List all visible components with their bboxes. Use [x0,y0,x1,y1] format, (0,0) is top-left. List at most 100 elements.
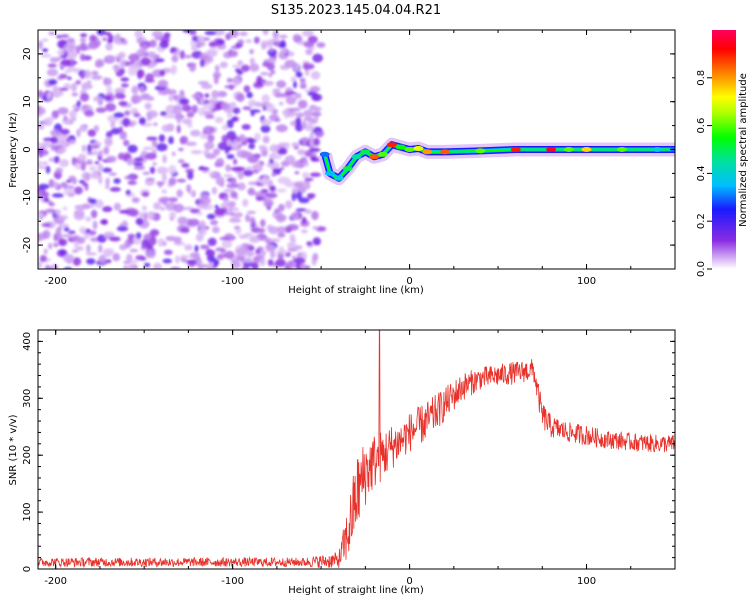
noise-blob [261,79,266,84]
noise-blob [104,31,111,36]
noise-blob [302,136,307,146]
noise-blob [285,95,297,105]
noise-blob [185,259,198,265]
noise-blob [258,228,266,234]
noise-blob [119,131,127,140]
noise-blob [42,161,48,165]
noise-blob [145,73,155,82]
noise-blob [260,40,268,50]
noise-blob [173,203,184,213]
noise-blob [274,208,280,214]
noise-blob [141,243,148,249]
noise-blob [245,214,251,223]
noise-blob [104,138,113,147]
noise-blob [205,114,215,119]
noise-blob [197,35,205,43]
noise-blob [38,160,43,169]
noise-blob [311,157,321,162]
noise-blob [302,172,310,179]
noise-blob [131,94,143,104]
noise-blob [156,143,168,152]
noise-blob [268,73,273,78]
noise-blob [295,117,302,125]
noise-blob [62,233,73,238]
figure-title: S135.2023.145.04.04.R21 [271,3,441,18]
noise-blob [168,177,177,186]
noise-blob [153,262,162,269]
x-tick-label: -100 [221,276,244,287]
noise-blob [48,179,55,188]
noise-blob [56,49,65,56]
noise-blob [133,112,141,118]
noise-blob [178,147,184,152]
noise-blob [199,97,205,105]
noise-blob [48,202,55,207]
noise-blob [113,34,119,45]
snr-x-label: Height of straight line (km) [288,585,424,596]
noise-blob [58,238,68,247]
noise-blob [293,80,297,89]
noise-blob [226,130,237,140]
noise-blob [48,242,53,250]
noise-blob [179,135,189,145]
noise-blob [231,64,241,68]
noise-blob [87,129,97,137]
signal-point [581,147,592,152]
noise-blob [311,111,322,117]
noise-blob [232,107,241,114]
noise-blob [113,112,125,118]
noise-blob [217,142,229,151]
noise-blob [114,87,126,94]
noise-blob [251,262,259,269]
noise-blob [284,109,289,119]
noise-blob [48,157,55,163]
spectrogram-x-axis: -200 -100 0 100 [44,30,676,287]
noise-blob [59,159,69,168]
noise-blob [162,154,167,164]
noise-blob [86,244,91,253]
noise-blob [240,141,248,146]
noise-blob [131,174,138,180]
y-tick-label: 300 [22,389,33,408]
noise-blob [226,183,238,189]
noise-blob [309,131,314,139]
noise-blob [229,101,237,109]
noise-blob [127,264,138,269]
y-tick-label: 0 [22,146,33,152]
noise-blob [93,125,100,133]
x-tick-label: -100 [221,576,244,587]
noise-blob [76,100,81,108]
noise-blob [146,211,154,220]
noise-blob [249,109,261,113]
noise-blob [294,93,302,99]
noise-blob [198,55,210,60]
noise-blob [245,250,255,257]
noise-blob [146,136,158,141]
noise-blob [223,174,233,178]
noise-blob [200,244,210,250]
noise-blob [274,118,281,122]
noise-blob [110,127,121,135]
noise-blob [72,234,80,242]
noise-blob [248,143,256,150]
noise-blob [272,88,281,93]
noise-blob [309,172,322,177]
noise-blob [304,150,313,157]
noise-blob [38,233,43,242]
noise-blob [118,152,126,160]
noise-blob [63,253,75,263]
noise-blob [214,64,220,73]
noise-blob [279,48,288,55]
spectrogram-noise-layer [38,30,327,269]
noise-blob [135,217,144,226]
noise-blob [105,184,110,190]
noise-blob [259,257,266,267]
noise-blob [210,219,218,226]
x-tick-label: -200 [44,276,67,287]
noise-blob [182,118,193,125]
noise-blob [153,202,162,210]
noise-blob [265,103,275,113]
noise-blob [269,249,276,259]
noise-blob [82,182,88,187]
noise-blob [224,250,235,260]
